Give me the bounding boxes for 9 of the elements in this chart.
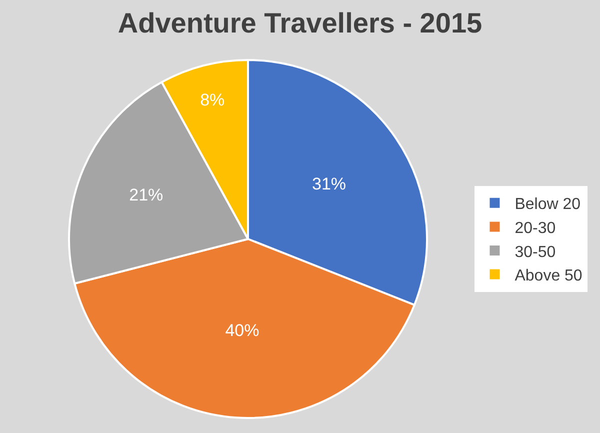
legend-label: Above 50 (514, 268, 582, 285)
data-label: 31% (312, 174, 346, 194)
chart-title: Adventure Travellers - 2015 (118, 8, 482, 39)
legend-label: 30-50 (514, 244, 556, 261)
data-label: 21% (129, 185, 164, 204)
legend-label: 20-30 (514, 220, 556, 237)
data-label: 8% (200, 90, 225, 110)
data-label: 40% (225, 321, 260, 340)
legend-label: Below 20 (514, 196, 581, 214)
